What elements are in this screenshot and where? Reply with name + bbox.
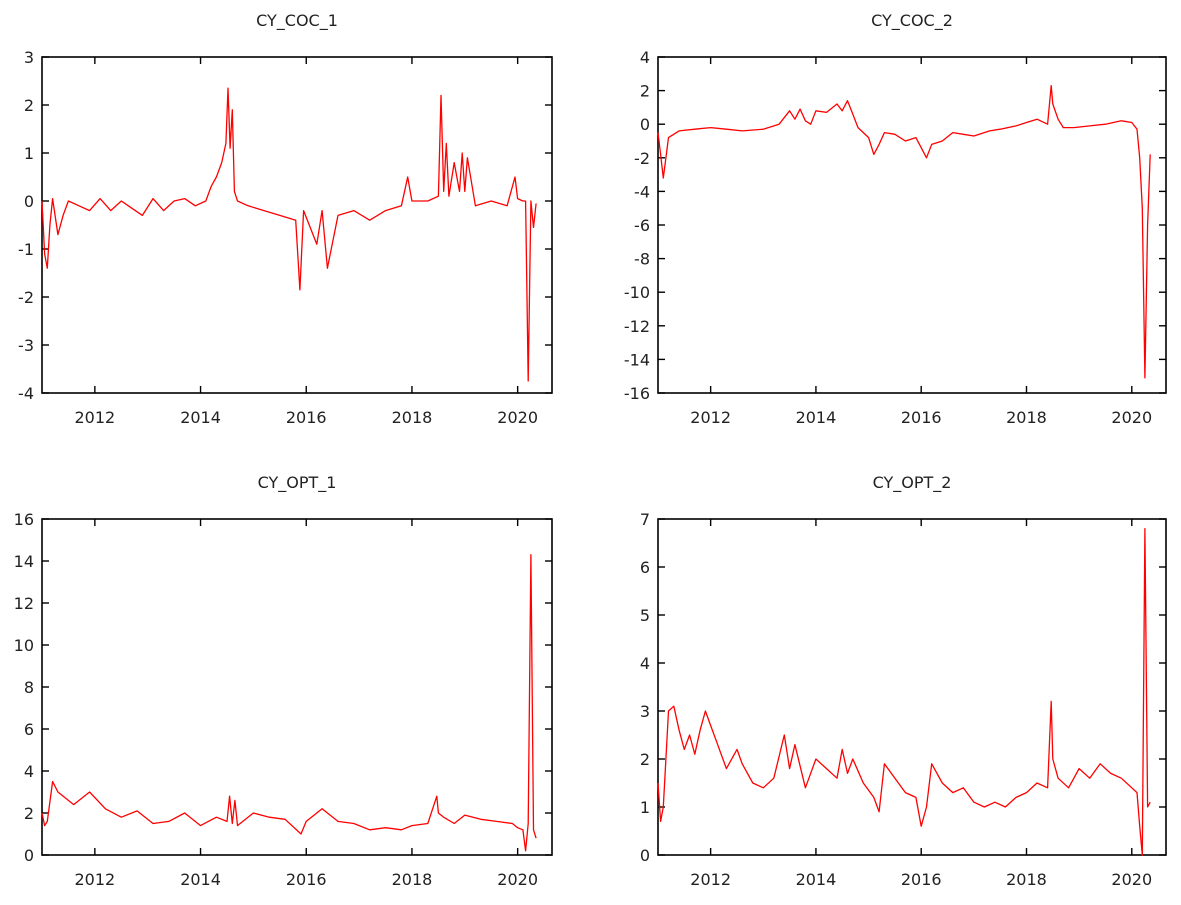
y-tick-label: 0 <box>640 115 650 134</box>
chart-title: CY_OPT_2 <box>873 473 952 493</box>
x-tick-label: 2020 <box>497 408 538 427</box>
plot-frame <box>657 56 1167 394</box>
y-tick-label: -14 <box>624 350 650 369</box>
x-tick-label: 2012 <box>74 408 115 427</box>
series-line-cy-opt-1 <box>41 554 537 852</box>
x-tick-label: 2016 <box>901 870 942 889</box>
chart-title: CY_COC_2 <box>871 11 953 31</box>
y-tick-label: -3 <box>18 336 34 355</box>
x-tick-label: 2018 <box>392 870 433 889</box>
y-tick-label: 10 <box>14 636 34 655</box>
panel-cy-opt-1: CY_OPT_1 0 2 4 6 8 10 12 14 16 2012 2014 2016 2018 202… <box>14 473 553 889</box>
plot-frame <box>657 518 1167 856</box>
x-tick-label: 2012 <box>690 870 731 889</box>
y-tick-label: 3 <box>24 48 34 67</box>
x-tick-label: 2016 <box>901 408 942 427</box>
x-tick-label: 2016 <box>286 408 327 427</box>
y-tick-label: 14 <box>14 552 34 571</box>
plot-frame <box>41 518 553 856</box>
x-tick-label: 2018 <box>392 408 433 427</box>
y-tick-label: 2 <box>640 750 650 769</box>
y-tick-label: -8 <box>634 250 650 269</box>
y-tick-label: 16 <box>14 510 34 529</box>
x-tick-label: 2018 <box>1006 870 1047 889</box>
y-tick-label: 0 <box>640 846 650 865</box>
x-tick-label: 2020 <box>1111 408 1152 427</box>
y-tick-label: 4 <box>640 654 650 673</box>
y-tick-label: -12 <box>624 317 650 336</box>
y-tick-label: -16 <box>624 384 650 403</box>
x-tick-label: 2020 <box>497 870 538 889</box>
y-tick-label: 8 <box>24 678 34 697</box>
series-line-cy-coc-2 <box>657 84 1151 379</box>
y-tick-label: -4 <box>634 182 650 201</box>
y-tick-label: 4 <box>640 48 650 67</box>
x-tick-label: 2020 <box>1111 870 1152 889</box>
panel-cy-opt-2: CY_OPT_2 0 1 2 3 4 5 6 7 2012 2014 2016 2018 2020 <box>640 473 1167 889</box>
y-tick-label: 6 <box>24 720 34 739</box>
y-tick-label: -2 <box>18 288 34 307</box>
x-tick-label: 2012 <box>690 408 731 427</box>
plot-frame <box>41 56 553 394</box>
y-tick-label: 0 <box>24 846 34 865</box>
y-tick-label: 0 <box>24 192 34 211</box>
y-tick-label: -4 <box>18 384 34 403</box>
y-tick-label: 2 <box>640 82 650 101</box>
chart-title: CY_OPT_1 <box>258 473 337 493</box>
y-tick-label: 5 <box>640 606 650 625</box>
panel-cy-coc-1: CY_COC_1 -4 -3 -2 -1 0 1 2 3 2012 2014 2016 2018 2020 <box>18 11 553 427</box>
y-tick-label: -1 <box>18 240 34 259</box>
y-tick-label: -2 <box>634 149 650 168</box>
y-tick-label: 2 <box>24 96 34 115</box>
x-tick-label: 2014 <box>796 870 837 889</box>
x-tick-label: 2014 <box>796 408 837 427</box>
y-tick-label: 6 <box>640 558 650 577</box>
y-tick-label: 3 <box>640 702 650 721</box>
x-tick-label: 2012 <box>74 870 115 889</box>
series-line-cy-opt-2 <box>657 527 1151 856</box>
panel-cy-coc-2: CY_COC_2 -16 -14 -12 -10 -8 -6 -4 -2 0 2 4 2012 2014 2… <box>624 11 1167 427</box>
y-tick-label: 7 <box>640 510 650 529</box>
series-line-cy-coc-1 <box>41 87 537 382</box>
y-tick-label: 12 <box>14 594 34 613</box>
x-tick-label: 2014 <box>180 408 221 427</box>
y-tick-label: -6 <box>634 216 650 235</box>
y-tick-label: -10 <box>624 283 650 302</box>
y-tick-label: 1 <box>640 798 650 817</box>
x-tick-label: 2014 <box>180 870 221 889</box>
y-tick-label: 4 <box>24 762 34 781</box>
chart-title: CY_COC_1 <box>256 11 338 31</box>
y-tick-label: 1 <box>24 144 34 163</box>
x-tick-label: 2018 <box>1006 408 1047 427</box>
x-tick-label: 2016 <box>286 870 327 889</box>
y-tick-label: 2 <box>24 804 34 823</box>
